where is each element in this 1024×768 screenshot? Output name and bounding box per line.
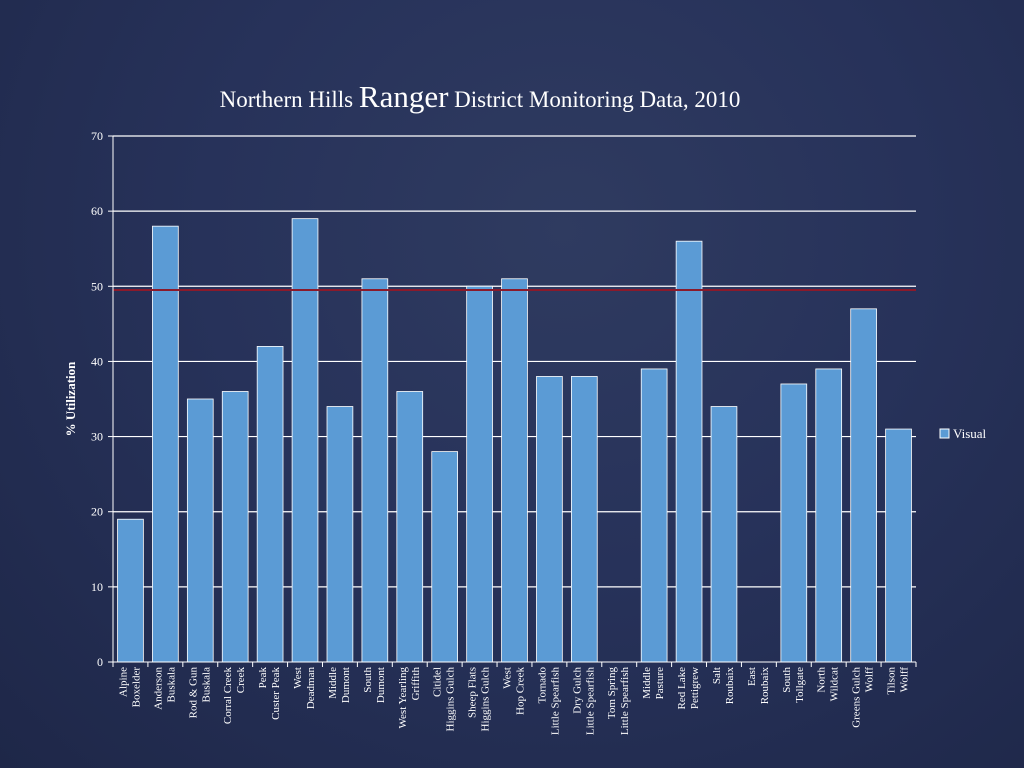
category-label: Dry Gulch [571, 667, 583, 714]
bar [431, 451, 458, 663]
category-label: Tollgate [794, 667, 806, 703]
bar [221, 391, 249, 663]
axes: 0 10 20 30 40 50 60 70 [91, 129, 917, 669]
category-label: Tom Spring [606, 667, 618, 720]
chart-title-part: Northern Hills [220, 87, 359, 112]
bar [361, 278, 389, 663]
bar [186, 398, 214, 663]
category-labels: Alpine Boxelder Anderson Buskala Rod & Gun Bu… [118, 667, 911, 736]
category-label: East [746, 667, 758, 686]
category-label: Deadman [305, 667, 317, 710]
category-label: Little Spearfish [584, 667, 596, 736]
category-label: West [292, 667, 304, 689]
category-label: South [781, 667, 793, 693]
category-label: West Yearling [397, 667, 409, 729]
category-label: Creek [235, 667, 247, 694]
legend-swatch [939, 428, 950, 439]
bar [326, 406, 354, 663]
category-label: Pasture [654, 667, 666, 700]
category-label: Anderson [152, 667, 164, 710]
category-label: Greens Gulch [851, 667, 863, 728]
bar [117, 518, 144, 663]
category-label: South [362, 667, 374, 693]
bar [710, 406, 738, 663]
category-label: Hop Creek [515, 667, 527, 715]
legend-label: Visual [953, 426, 987, 441]
chart-title-part: Ranger [359, 79, 449, 114]
category-label: Little Spearfish [619, 667, 631, 736]
y-tick-label: 20 [91, 505, 103, 519]
category-label: North [816, 667, 828, 693]
bar [466, 285, 493, 663]
category-label: Red Lake [676, 667, 688, 710]
legend: Visual [939, 426, 987, 441]
chart-title-part: District Monitoring Data, 2010 [448, 87, 740, 112]
category-label: Tilson [886, 667, 898, 695]
bar [256, 345, 284, 663]
category-label: Wolff [899, 667, 911, 693]
bar [501, 278, 528, 663]
y-tick-label: 10 [91, 580, 103, 594]
category-label: Wolff [864, 667, 876, 693]
category-label: Peak [257, 667, 269, 689]
bar [571, 376, 598, 663]
bars [117, 218, 912, 663]
category-label: Buskala [200, 667, 212, 703]
y-tick-label: 40 [91, 354, 103, 368]
category-label: Citidel [432, 667, 444, 697]
y-tick-label: 30 [91, 430, 103, 444]
category-label: Middle [641, 667, 653, 699]
category-label: Boxelder [131, 667, 143, 708]
category-label: Sheep Flats [467, 667, 479, 718]
category-label: Corral Creek [222, 667, 234, 725]
bar [291, 218, 319, 663]
category-label: Higgins Gulch [445, 667, 457, 732]
y-tick-label: 60 [91, 204, 103, 218]
category-label: Custer Peak [270, 667, 282, 720]
category-label: Wildcat [829, 667, 841, 701]
category-label: Little Spearfish [549, 667, 561, 736]
y-axis-title: % Utilization [63, 361, 78, 437]
bar [152, 225, 179, 663]
category-label: Roubaix [759, 667, 771, 705]
category-label: Rod & Gun [187, 667, 199, 719]
bar [396, 391, 424, 663]
bar [885, 428, 912, 663]
category-label: Roubaix [724, 667, 736, 705]
y-tick-label: 50 [91, 279, 103, 293]
category-label: Salt [711, 667, 723, 684]
bar [780, 383, 808, 663]
y-tick-label: 0 [97, 655, 103, 669]
category-label: Higgins Gulch [480, 667, 492, 732]
bar [640, 368, 668, 663]
bar [815, 368, 843, 663]
category-label: Dumont [340, 667, 352, 703]
bar [850, 308, 877, 663]
category-label: Tornado [536, 667, 548, 704]
chart-title: Northern Hills Ranger District Monitorin… [220, 79, 741, 114]
y-tick-label: 70 [91, 129, 103, 143]
bar [675, 240, 703, 663]
category-label: Middle [327, 667, 339, 699]
category-label: Dumont [375, 667, 387, 703]
category-label: Buskala [165, 667, 177, 703]
bar [536, 376, 563, 663]
category-label: West [502, 667, 514, 689]
category-label: Griffith [410, 667, 422, 701]
category-label: Pettigrew [689, 667, 701, 709]
category-label: Alpine [118, 667, 130, 697]
